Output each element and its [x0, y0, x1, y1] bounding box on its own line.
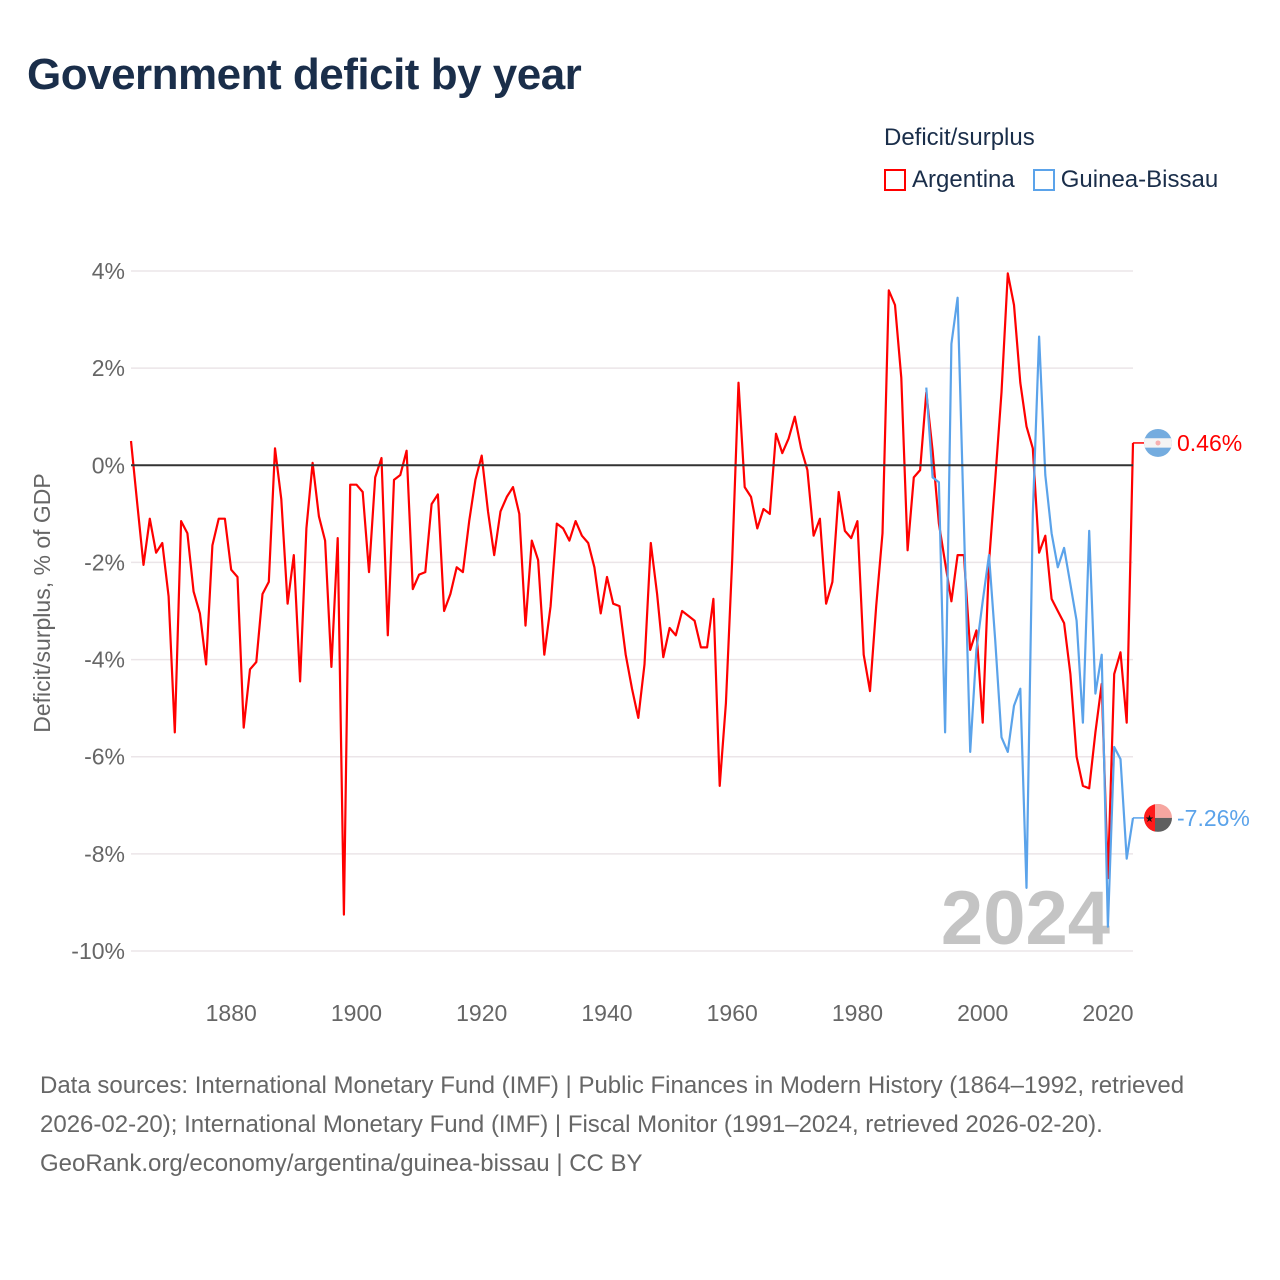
- y-tick-label: -6%: [84, 744, 125, 770]
- y-tick-label: -4%: [84, 647, 125, 673]
- legend-swatch-guinea-bissau: [1032, 169, 1055, 191]
- x-tick-label: 2020: [1082, 1000, 1133, 1026]
- legend-swatch-argentina: [884, 169, 906, 191]
- x-tick-label: 1880: [206, 1000, 257, 1026]
- x-tick-label: 1980: [832, 1000, 883, 1026]
- legend-title: Deficit/surplus: [884, 124, 1035, 151]
- y-tick-label: 2%: [92, 355, 125, 381]
- y-tick-label: -10%: [71, 938, 125, 964]
- y-axis-label: Deficit/surplus, % of GDP: [29, 473, 55, 732]
- footer: Data sources: International Monetary Fun…: [40, 1066, 1240, 1183]
- watermark-year: 2024: [941, 876, 1110, 961]
- x-tick-label: 2000: [957, 1000, 1008, 1026]
- argentina-flag-icon: [1144, 428, 1172, 457]
- y-tick-label: 4%: [92, 258, 125, 284]
- x-tick-label: 1960: [707, 1000, 758, 1026]
- y-tick-label: -8%: [84, 841, 125, 867]
- x-tick-label: 1920: [456, 1000, 507, 1026]
- y-tick-label: 0%: [92, 452, 125, 478]
- x-tick-label: 1900: [331, 1000, 382, 1026]
- legend-item-argentina[interactable]: Argentina: [884, 166, 1015, 194]
- end-value-label: -7.26%: [1177, 805, 1250, 831]
- legend-label: Argentina: [912, 166, 1015, 193]
- data-sources: Data sources: International Monetary Fun…: [40, 1072, 1185, 1138]
- y-tick-label: -2%: [84, 549, 125, 575]
- chart-title: Government deficit by year: [27, 50, 582, 99]
- series-line-guinea-bissau[interactable]: [925, 296, 1135, 928]
- end-value-label: 0.46%: [1177, 430, 1242, 456]
- guinea-bissau-flag-icon: ★: [1144, 803, 1172, 832]
- legend-item-guinea-bissau[interactable]: Guinea-Bissau: [1032, 166, 1219, 194]
- legend-label: Guinea-Bissau: [1060, 166, 1219, 193]
- legend: Argentina Guinea-Bissau: [884, 166, 1218, 194]
- x-tick-label: 1940: [581, 1000, 632, 1026]
- credit-link[interactable]: GeoRank.org/economy/argentina/guinea-bis…: [40, 1150, 643, 1177]
- svg-text:★: ★: [1145, 814, 1154, 825]
